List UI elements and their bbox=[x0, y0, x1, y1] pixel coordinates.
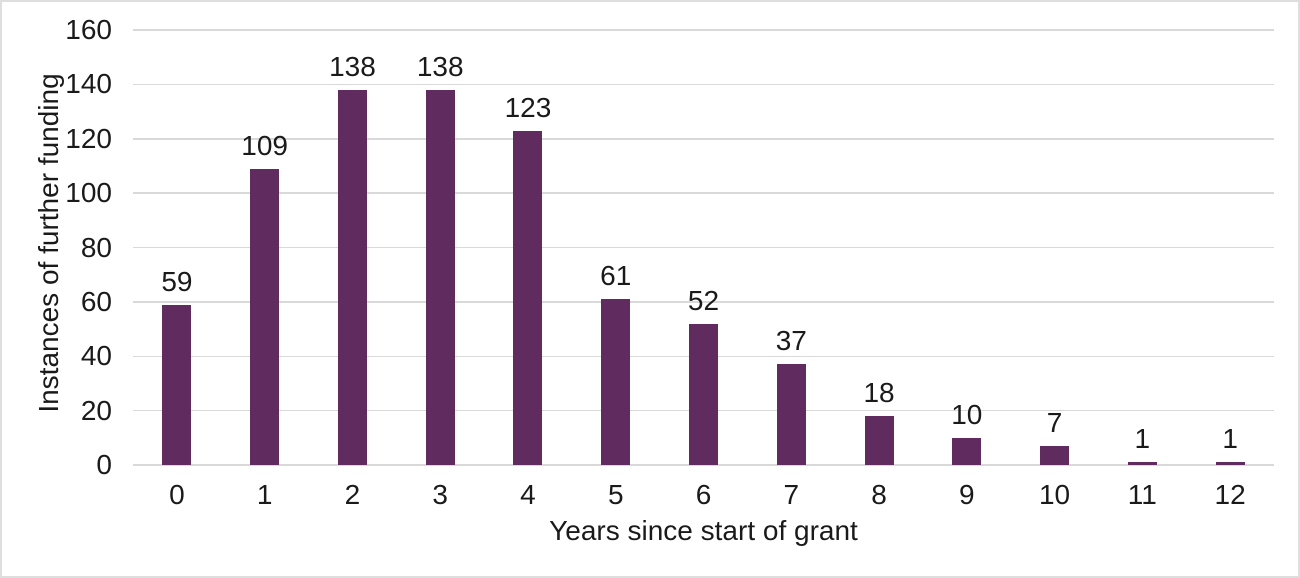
gridline bbox=[133, 192, 1274, 194]
bar-year-11 bbox=[1127, 462, 1157, 465]
bar-value-label: 138 bbox=[329, 50, 376, 82]
plot-area: 59 109 138 138 123 61 52 37 18 10 7 1 1 bbox=[133, 29, 1274, 466]
bar-value-label: 109 bbox=[241, 129, 288, 161]
x-tick-label: 6 bbox=[695, 479, 712, 510]
y-tick-label: 160 bbox=[65, 14, 112, 45]
bar-value-label: 1 bbox=[1134, 423, 1151, 455]
bar-value-label: 37 bbox=[775, 325, 807, 357]
y-tick-label: 140 bbox=[65, 68, 112, 100]
bar-value-label: 10 bbox=[951, 398, 983, 430]
x-tick-label: 4 bbox=[520, 479, 536, 510]
y-tick-label: 60 bbox=[80, 285, 112, 317]
bar-year-9 bbox=[952, 437, 982, 465]
x-axis-title: Years since start of grant bbox=[549, 515, 858, 546]
bar-year-1 bbox=[250, 168, 280, 465]
bar-value-label: 52 bbox=[687, 284, 720, 316]
bar-year-6 bbox=[689, 323, 718, 465]
bar-year-2 bbox=[337, 89, 367, 465]
bar-year-5 bbox=[601, 299, 631, 465]
gridline bbox=[133, 301, 1274, 303]
bar-value-label: 1 bbox=[1222, 423, 1238, 455]
bar-year-7 bbox=[776, 364, 806, 465]
bar-year-10 bbox=[1040, 445, 1070, 465]
bar-value-label: 123 bbox=[504, 91, 552, 123]
bar-year-3 bbox=[425, 89, 455, 465]
x-tick-label: 7 bbox=[783, 479, 800, 510]
bar-value-label: 59 bbox=[161, 265, 193, 297]
x-tick-label: 8 bbox=[871, 479, 887, 510]
x-tick-label: 1 bbox=[256, 479, 273, 510]
y-tick-label: 120 bbox=[65, 122, 112, 154]
x-tick-label: 9 bbox=[959, 479, 975, 510]
bar-year-0 bbox=[162, 304, 192, 465]
x-tick-label: 5 bbox=[607, 479, 624, 510]
bar-year-12 bbox=[1215, 462, 1245, 465]
x-tick-label: 12 bbox=[1214, 479, 1246, 510]
x-tick-label: 10 bbox=[1038, 479, 1071, 510]
bar-value-label: 61 bbox=[600, 260, 632, 292]
bar-value-label: 18 bbox=[863, 377, 895, 409]
gridline bbox=[133, 138, 1274, 140]
y-tick-label: 20 bbox=[80, 394, 112, 426]
x-tick-label: 3 bbox=[432, 479, 448, 510]
x-tick-label: 0 bbox=[169, 479, 185, 510]
x-tick-label: 11 bbox=[1127, 479, 1157, 510]
bar-value-label: 7 bbox=[1046, 406, 1063, 438]
y-tick-label: 40 bbox=[80, 340, 112, 372]
gridline bbox=[133, 29, 1274, 31]
x-tick-label: 2 bbox=[344, 479, 361, 510]
y-tick-label: 80 bbox=[80, 231, 112, 263]
x-axis-line bbox=[133, 464, 1274, 466]
gridline bbox=[133, 246, 1274, 249]
bar-value-label: 138 bbox=[416, 50, 464, 82]
y-tick-label: 100 bbox=[65, 177, 112, 209]
bar-year-4 bbox=[513, 130, 543, 465]
y-tick-label: 0 bbox=[96, 449, 112, 480]
bar-year-8 bbox=[864, 416, 894, 465]
gridline bbox=[133, 83, 1274, 86]
